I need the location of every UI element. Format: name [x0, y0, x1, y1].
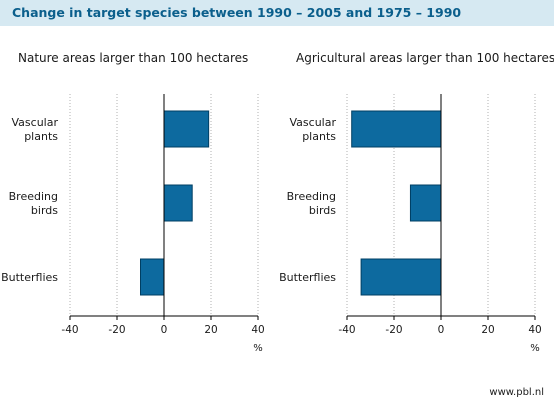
- chart-2-x-tick-label: 0: [438, 324, 445, 336]
- chart-1-category-label: Vascular: [12, 116, 59, 129]
- page-title: Change in target species between 1990 – …: [12, 5, 462, 20]
- chart-2-x-tick-label: -40: [338, 324, 355, 336]
- chart-2-x-unit: %: [530, 343, 540, 354]
- chart-1-x-tick-label: -40: [61, 324, 78, 336]
- chart-2-bar: [360, 258, 442, 296]
- chart-2-category-label: Breeding: [287, 190, 336, 203]
- chart-1-bar: [163, 110, 210, 148]
- chart-2-bar: [409, 184, 442, 222]
- chart-2-x-tick-label: 20: [481, 324, 494, 336]
- chart-1-title: Nature areas larger than 100 hectares: [18, 51, 248, 65]
- chart-2-category-label: birds: [309, 204, 336, 217]
- chart-1-category-label: Breeding: [9, 190, 58, 203]
- chart-2-category-label: Vascular: [290, 116, 337, 129]
- chart-2-category-label: plants: [302, 130, 336, 143]
- chart-1-x-tick-label: 40: [251, 324, 264, 336]
- title-bar: Change in target species between 1990 – …: [0, 0, 554, 26]
- chart-2-bar: [351, 110, 442, 148]
- chart-1-category-label: birds: [31, 204, 58, 217]
- chart-1-x-tick-label: 20: [204, 324, 217, 336]
- chart-1-x-tick-label: -20: [108, 324, 125, 336]
- chart-1-x-unit: %: [253, 343, 263, 354]
- chart-2-x-tick-label: -20: [385, 324, 402, 336]
- source-url: www.pbl.nl: [489, 387, 544, 398]
- chart-1-category-label: plants: [24, 130, 58, 143]
- chart-2-title: Agricultural areas larger than 100 hecta…: [296, 51, 554, 65]
- chart-1-bar: [163, 184, 193, 222]
- chart-2-x-tick-label: 40: [528, 324, 541, 336]
- chart-1-x-tick-label: 0: [161, 324, 168, 336]
- chart-2-category-label: Butterflies: [279, 271, 336, 284]
- chart-1-bar: [140, 258, 165, 296]
- chart-1-category-label: Butterflies: [1, 271, 58, 284]
